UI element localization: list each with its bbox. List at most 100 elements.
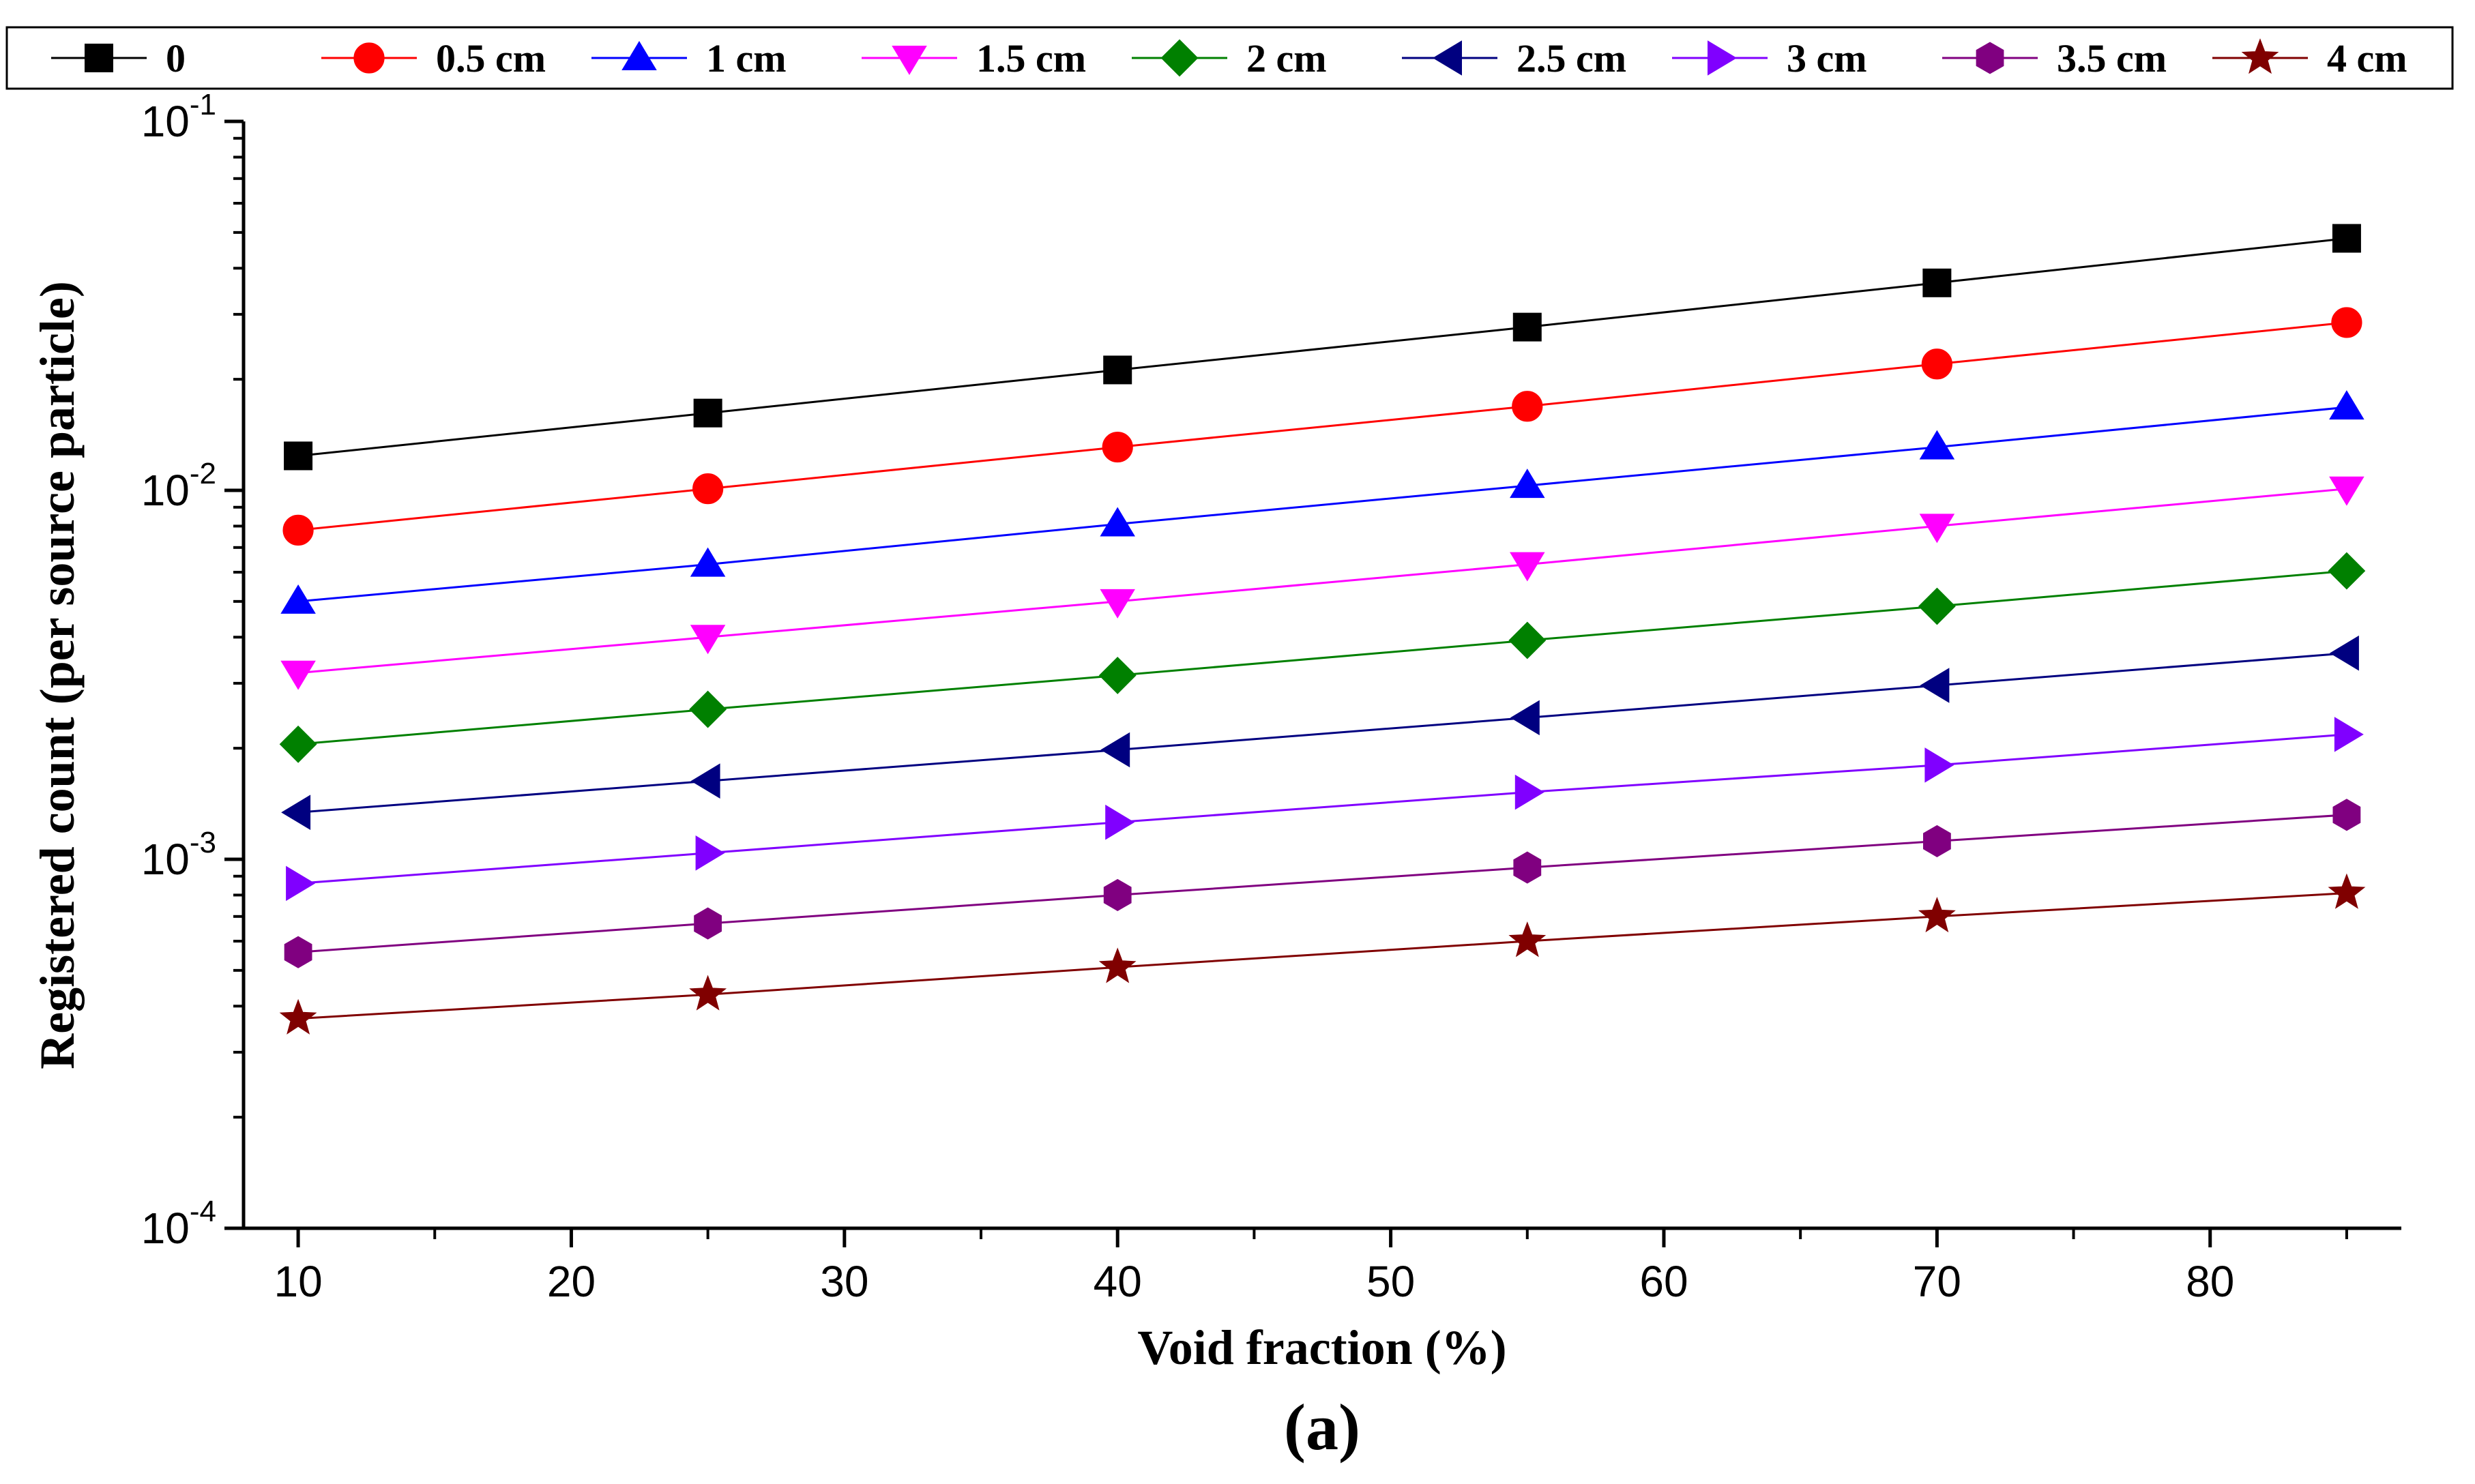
data-point	[689, 690, 727, 728]
data-point	[695, 835, 725, 871]
x-tick-label: 60	[1639, 1257, 1688, 1306]
legend-marker	[892, 46, 927, 75]
legend-label: 3 cm	[1787, 36, 1867, 80]
data-point	[1514, 774, 1544, 810]
legend-label: 0	[166, 36, 186, 80]
x-tick-label: 30	[820, 1257, 868, 1306]
legend-box	[5, 26, 2454, 90]
legend-label: 1.5 cm	[976, 36, 1086, 80]
x-tick-label: 20	[547, 1257, 596, 1306]
data-point	[1508, 621, 1547, 659]
plot-area	[279, 224, 2366, 1035]
data-point	[2332, 224, 2361, 253]
legend-marker	[621, 41, 657, 70]
data-point	[282, 514, 314, 546]
data-point	[692, 473, 724, 505]
series-line	[298, 892, 2347, 1020]
data-point	[1920, 668, 1950, 703]
data-point	[690, 547, 726, 577]
data-point	[279, 725, 317, 763]
legend-item: 4 cm	[2212, 36, 2407, 80]
series-3_5-cm	[284, 799, 2361, 968]
series-line	[297, 652, 2347, 814]
data-point	[689, 975, 727, 1011]
series-line	[297, 488, 2347, 674]
data-point	[1918, 587, 1956, 625]
y-axis-title: Registered count (per source particle)	[30, 281, 85, 1069]
data-point	[693, 398, 722, 428]
y-tick-label: 10-1	[141, 88, 216, 146]
legend: 0 0.5 cm 1 cm 1.5 cm 2 cm 2.5 cm 3 cm 3.5 cm 4 c…	[5, 26, 2454, 90]
legend-marker	[1708, 40, 1737, 76]
data-point	[1100, 507, 1135, 537]
series-0	[284, 224, 2361, 471]
data-point	[1924, 747, 1954, 783]
series-line	[297, 569, 2347, 745]
data-point	[2329, 390, 2364, 420]
legend-item: 1 cm	[591, 36, 787, 80]
data-point	[1510, 552, 1545, 582]
data-point	[2332, 799, 2361, 831]
data-point	[1919, 514, 1955, 544]
series-0_5-cm	[282, 307, 2362, 546]
series-4-cm	[279, 873, 2366, 1035]
data-point	[281, 795, 311, 830]
legend-item: 2.5 cm	[1402, 36, 1626, 80]
legend-item: 3.5 cm	[1942, 36, 2167, 80]
series-2-cm	[279, 552, 2366, 763]
legend-marker	[1433, 40, 1462, 76]
data-point	[1100, 732, 1130, 768]
data-point	[2334, 717, 2364, 752]
x-axis-title: Void fraction (%)	[1137, 1320, 1506, 1375]
x-tick-label: 70	[1913, 1257, 1961, 1306]
data-point	[2328, 552, 2366, 590]
legend-marker	[1976, 42, 2004, 74]
legend-label: 3.5 cm	[2057, 36, 2167, 80]
x-tick-label: 10	[274, 1257, 322, 1306]
data-point	[1923, 825, 1951, 857]
legend-label: 0.5 cm	[436, 36, 546, 80]
data-point	[284, 441, 313, 471]
data-point	[286, 865, 316, 902]
data-point	[2329, 635, 2359, 671]
data-point	[284, 936, 312, 968]
data-point	[279, 998, 317, 1035]
data-point	[694, 907, 722, 940]
series-1_5-cm	[280, 476, 2364, 690]
panel-label: (a)	[1284, 1391, 1360, 1464]
data-point	[2329, 476, 2364, 506]
legend-label: 2.5 cm	[1517, 36, 1626, 80]
data-point	[1098, 947, 1137, 983]
data-point	[1103, 355, 1132, 385]
data-point	[1512, 312, 1542, 342]
data-point	[1105, 804, 1135, 840]
series-line	[297, 814, 2347, 953]
y-tick-label: 10-2	[141, 457, 216, 515]
data-point	[1102, 431, 1133, 463]
data-point	[1103, 878, 1132, 911]
data-point	[280, 660, 316, 690]
data-point	[1922, 268, 1952, 297]
series-2_5-cm	[281, 635, 2359, 830]
series-line	[297, 733, 2347, 885]
legend-item: 0	[51, 36, 186, 80]
legend-marker	[2241, 38, 2279, 74]
legend-label: 1 cm	[706, 36, 787, 80]
legend-marker	[85, 44, 113, 72]
data-point	[1098, 656, 1137, 694]
data-point	[1918, 896, 1956, 933]
legend-marker	[1160, 39, 1199, 77]
series-line	[297, 237, 2347, 457]
series-line	[297, 321, 2347, 531]
legend-item: 0.5 cm	[321, 36, 546, 80]
data-point	[1513, 851, 1542, 884]
y-tick-label: 10-3	[141, 826, 216, 884]
legend-label: 4 cm	[2327, 36, 2407, 80]
data-point	[690, 763, 720, 799]
x-tick-label: 80	[2186, 1257, 2234, 1306]
data-point	[280, 584, 316, 614]
series-line	[297, 406, 2347, 603]
data-point	[1919, 430, 1955, 460]
legend-marker	[353, 42, 385, 74]
